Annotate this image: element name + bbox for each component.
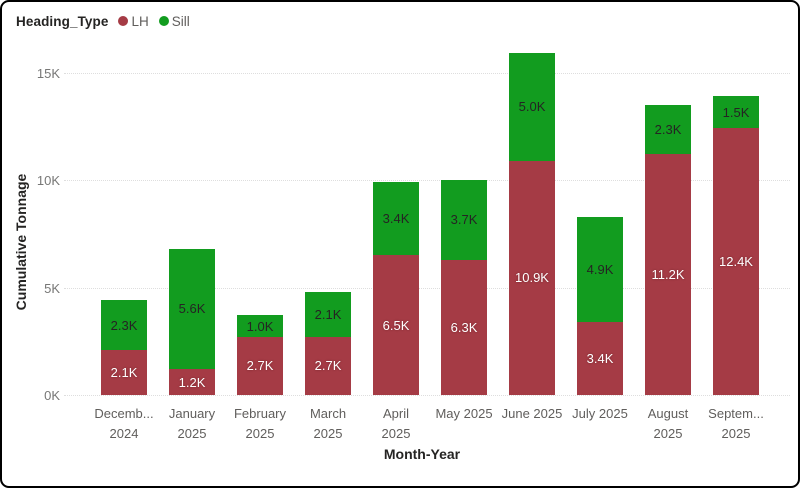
x-category-label-line: April [382, 406, 409, 421]
bar-data-label: 2.1K [314, 306, 342, 322]
x-category-label: May 2025 [422, 404, 506, 424]
bar-segment-sill[interactable]: 5.6K [169, 248, 215, 370]
bar-data-label: 11.2K [651, 267, 685, 283]
bar-data-label: 6.3K [450, 319, 478, 335]
bar-segment-lh[interactable]: 1.2K [169, 369, 215, 395]
bar-segment-lh[interactable]: 2.1K [101, 349, 147, 395]
x-category-label-line: 2025 [721, 426, 751, 441]
bar-segment-sill[interactable]: 1.5K [713, 96, 759, 129]
bar-data-label: 5.6K [178, 301, 206, 317]
x-category-label: August 2025 [626, 404, 710, 444]
lh-color-dot-icon [118, 16, 129, 26]
legend-title: Heading_Type [16, 13, 109, 29]
bar-segment-sill[interactable]: 3.4K [373, 182, 419, 256]
gridline [64, 180, 790, 181]
legend-item-sill[interactable]: Sill [158, 13, 190, 29]
x-category-label-line: 2025 [313, 426, 343, 441]
bar-segment-lh[interactable]: 2.7K [237, 336, 283, 395]
x-category-label: March 2025 [286, 404, 370, 444]
x-category-label-line: Septem... [708, 406, 764, 421]
x-category-label-line: January [168, 406, 216, 421]
x-category-label-line: March [309, 406, 347, 421]
x-category-label-line: June 2025 [501, 406, 563, 421]
x-category-label-line: 2025 [653, 426, 683, 441]
bar-segment-sill[interactable]: 3.7K [441, 180, 487, 260]
bar-data-label: 1.5K [722, 104, 750, 120]
x-category-label: January 2025 [150, 404, 234, 444]
bar-segment-lh[interactable]: 3.4K [577, 321, 623, 395]
x-category-label: Septem... 2025 [694, 404, 778, 444]
legend: Heading_Type LH Sill [16, 10, 190, 32]
bar-segment-sill[interactable]: 4.9K [577, 216, 623, 322]
bar-segment-sill[interactable]: 2.3K [645, 104, 691, 155]
bar-data-label: 12.4K [719, 254, 753, 270]
x-category-label: June 2025 [490, 404, 574, 424]
bar-segment-sill[interactable]: 1.0K [237, 315, 283, 337]
bar-segment-sill[interactable]: 2.3K [101, 300, 147, 350]
x-category-label-line: 2025 [381, 426, 411, 441]
bar-segment-lh[interactable]: 11.2K [645, 154, 691, 395]
y-tick-label: 15K [36, 65, 60, 81]
x-category-label: April 2025 [354, 404, 438, 444]
bar-data-label: 3.4K [382, 211, 410, 227]
bar-segment-lh[interactable]: 6.5K [373, 255, 419, 395]
x-category-label: July 2025 [558, 404, 642, 424]
bar-segment-lh[interactable]: 2.7K [305, 336, 351, 395]
bar-data-label: 2.1K [110, 364, 138, 380]
bar-segment-lh[interactable]: 10.9K [509, 160, 555, 395]
bar-data-label: 2.3K [654, 121, 682, 137]
bar-data-label: 2.7K [246, 358, 274, 374]
bar-segment-lh[interactable]: 12.4K [713, 128, 759, 395]
x-category-label-line: May 2025 [435, 406, 493, 421]
bar-segment-sill[interactable]: 2.1K [305, 291, 351, 337]
y-axis-title: Cumulative Tonnage [13, 173, 29, 311]
bar-data-label: 10.9K [515, 270, 549, 286]
bar-data-label: 4.9K [586, 261, 614, 277]
x-category-label-line: 2025 [245, 426, 275, 441]
gridline [64, 72, 790, 74]
y-tick-label: 0K [44, 388, 60, 403]
bar-segment-sill[interactable]: 5.0K [509, 53, 555, 161]
legend-item-lh[interactable]: LH [118, 13, 149, 29]
legend-item-label: Sill [171, 13, 190, 29]
bar-data-label: 2.3K [110, 317, 138, 333]
x-category-label-line: February [233, 406, 287, 421]
bar-data-label: 2.7K [314, 358, 342, 374]
bar-data-label: 3.4K [586, 350, 614, 366]
bar-data-label: 3.7K [450, 212, 478, 228]
bar-data-label: 1.2K [178, 374, 206, 390]
x-category-label-line: Decemb... [94, 406, 154, 421]
x-category-label: February 2025 [218, 404, 302, 444]
gridline [64, 287, 790, 289]
y-tick-label: 5K [44, 280, 60, 296]
x-axis-title: Month-Year [383, 446, 461, 462]
sill-color-dot-icon [158, 16, 169, 26]
x-category-label-line: July 2025 [572, 406, 628, 421]
legend-item-label: LH [131, 13, 149, 29]
x-category-label-line: 2024 [109, 426, 139, 441]
bar-data-label: 6.5K [382, 317, 410, 333]
x-category-label-line: 2025 [177, 426, 207, 441]
x-category-label-line: August [647, 406, 689, 421]
bar-data-label: 5.0K [518, 99, 546, 115]
x-category-label: Decemb... 2024 [82, 404, 166, 444]
bar-segment-lh[interactable]: 6.3K [441, 259, 487, 395]
bar-data-label: 1.0K [246, 318, 274, 334]
gridline [64, 395, 790, 396]
y-tick-label: 10K [36, 173, 60, 188]
